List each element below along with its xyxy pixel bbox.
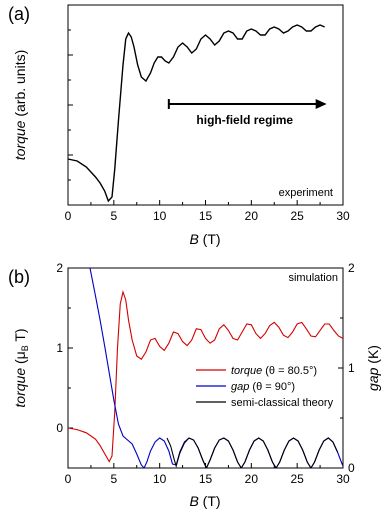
panel-a-series-line-0 [67,24,325,203]
panel-a-label: (a) [8,4,30,24]
experiment-annotation: experiment [279,187,333,199]
panel-b-right-y-tick-label: 1 [348,361,355,375]
panel-b-left-y-axis-label: torque (μB T) [12,328,30,407]
panel-b-x-tick-label: 20 [245,472,259,486]
panel-a-y-axis [68,4,73,206]
panel-a-x-tick-label: 10 [153,209,167,223]
legend-label: torque (θ = 80.5°) [231,365,317,377]
panel-a-y-axis-label: torque (arb. units) [12,50,28,161]
panel-a-x-tick-label: 25 [290,209,304,223]
legend-label: semi-classical theory [231,397,334,409]
regime-label: high-field regime [196,113,293,127]
panel-b-label: (b) [8,267,30,287]
panel-a-series [67,24,325,203]
panel-b-x-axis: 0 5 10 15 20 25 30 [65,463,350,486]
panel-b-left-y-tick-label: 0 [56,421,63,435]
panel-b-right-y-axis: 0 1 2 [338,261,355,475]
panel-b-left-y-tick-label: 1 [56,341,63,355]
panel-b-legend: torque (θ = 80.5°) gap (θ = 90°) semi-clas… [196,365,334,409]
panel-b-x-tick-label: 30 [336,472,350,486]
legend-label: gap (θ = 90°) [231,381,295,393]
panel-a-x-tick-label: 30 [336,209,350,223]
panel-b-x-tick-label: 5 [110,472,117,486]
panel-b-left-y-axis: 0 1 2 [56,261,73,469]
panel-b-x-tick-label: 0 [65,472,72,486]
regime-arrow-head [315,99,327,109]
panel-b-right-y-tick-label: 2 [348,261,355,275]
panel-b-left-y-tick-label: 2 [56,261,63,275]
panel-b-series [68,268,343,468]
panel-b: (b) 0 5 10 15 20 25 30 0 1 2 0 1 2 B (T) torque (μ… [8,261,381,509]
panel-b-series-line-2 [166,437,339,468]
panel-a-x-tick-label: 15 [199,209,213,223]
panel-b-series-line-0 [68,289,343,463]
panel-b-x-axis-label: B (T) [189,493,220,509]
panel-b-right-y-axis-label: gap (K) [365,345,381,391]
simulation-annotation: simulation [288,272,338,284]
panel-b-right-y-tick-label: 0 [348,461,355,475]
panel-b-x-tick-label: 10 [153,472,167,486]
panel-a-x-tick-label: 20 [245,209,259,223]
panel-a-x-tick-label: 0 [65,209,72,223]
panel-a-x-axis-label: B (T) [189,231,220,247]
panel-a-x-axis: 0 5 10 15 20 25 30 [65,200,350,223]
panel-a: (a) 0 5 10 15 20 25 30 B (T) torque (arb. unit… [8,4,350,247]
panel-a-x-tick-label: 5 [110,209,117,223]
panel-b-x-tick-label: 25 [290,472,304,486]
panel-b-x-tick-label: 15 [199,472,213,486]
